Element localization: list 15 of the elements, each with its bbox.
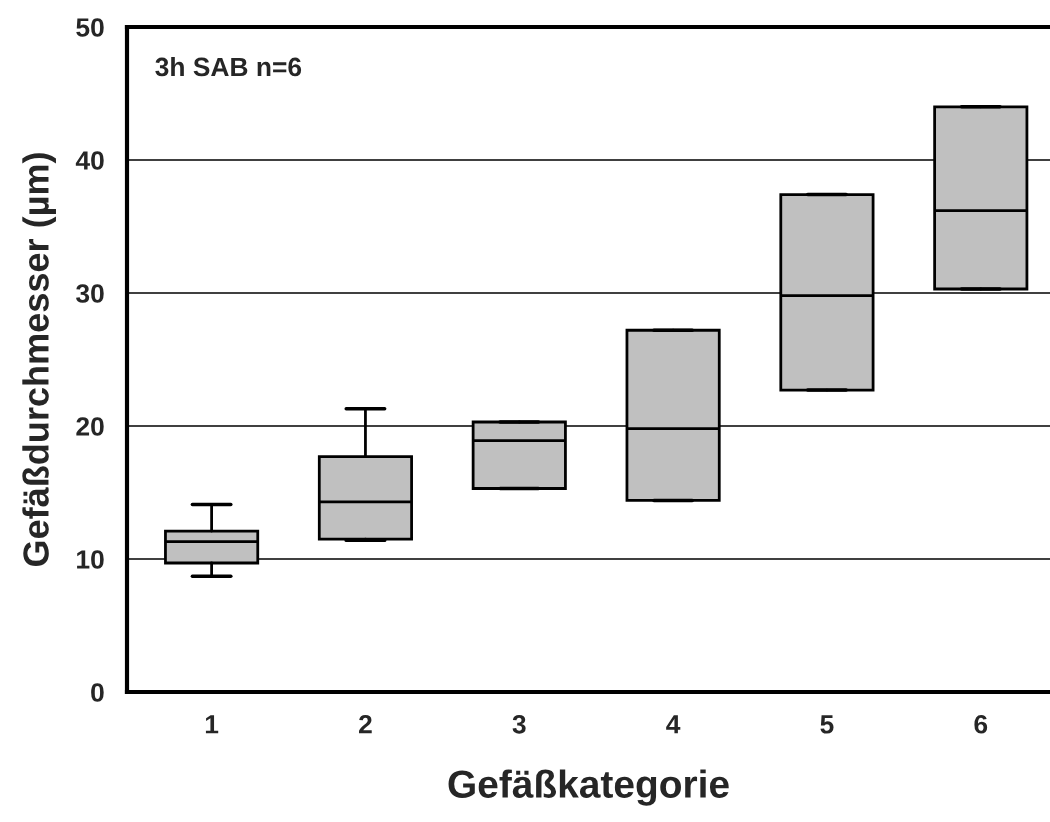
y-tick-label: 20 [76,417,104,436]
y-tick-label: 10 [77,550,104,569]
x-axis-title: Gefäßkategorie [448,769,729,806]
annotation: 3h SAB n=6 [155,56,302,77]
x-tick-label: 3 [512,714,526,734]
y-tick-label: 50 [76,18,104,37]
y-tick-label: 40 [75,151,104,170]
y-axis-title: Gefäßdurchmesser (µm) [22,153,56,567]
x-tick-label: 2 [359,714,372,734]
x-tick-label: 6 [974,714,988,734]
x-tick-label: 4 [666,715,681,734]
x-tick-label: 5 [820,715,834,734]
y-tick-label: 0 [91,683,104,702]
x-tick-label: 1 [205,715,219,734]
y-tick-label: 30 [76,284,104,303]
